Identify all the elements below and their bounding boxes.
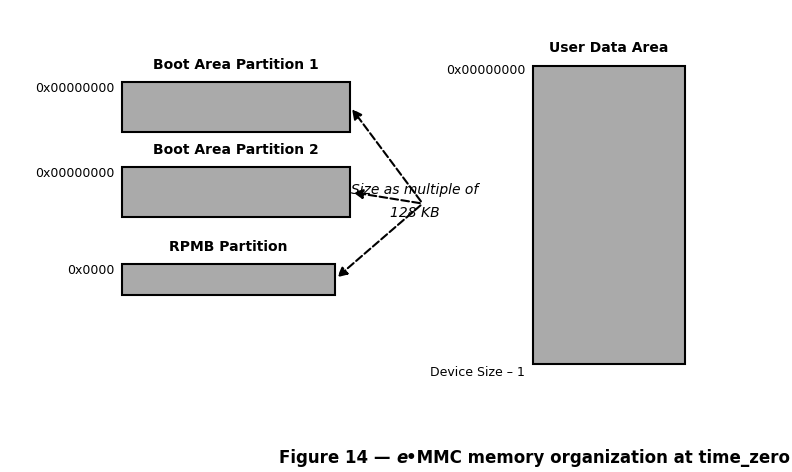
Text: Boot Area Partition 1: Boot Area Partition 1 [154, 58, 319, 72]
Text: 128 KB: 128 KB [390, 206, 440, 220]
Text: RPMB Partition: RPMB Partition [169, 240, 288, 254]
Text: •MMC memory organization at time_zero: •MMC memory organization at time_zero [406, 449, 790, 467]
Text: e: e [396, 449, 407, 467]
Bar [122, 82, 350, 132]
Text: Boot Area Partition 2: Boot Area Partition 2 [154, 143, 319, 157]
Bar [122, 263, 335, 295]
Text: 0x0000: 0x0000 [67, 263, 115, 277]
Text: Figure 14 —: Figure 14 — [279, 449, 396, 467]
Text: 0x00000000: 0x00000000 [36, 82, 115, 95]
Bar [122, 167, 350, 217]
Text: 0x00000000: 0x00000000 [36, 167, 115, 180]
Text: Device Size – 1: Device Size – 1 [430, 366, 525, 379]
Text: 0x00000000: 0x00000000 [446, 64, 525, 77]
Text: User Data Area: User Data Area [549, 41, 668, 55]
Bar [533, 66, 685, 364]
Text: Size as multiple of: Size as multiple of [352, 183, 478, 197]
